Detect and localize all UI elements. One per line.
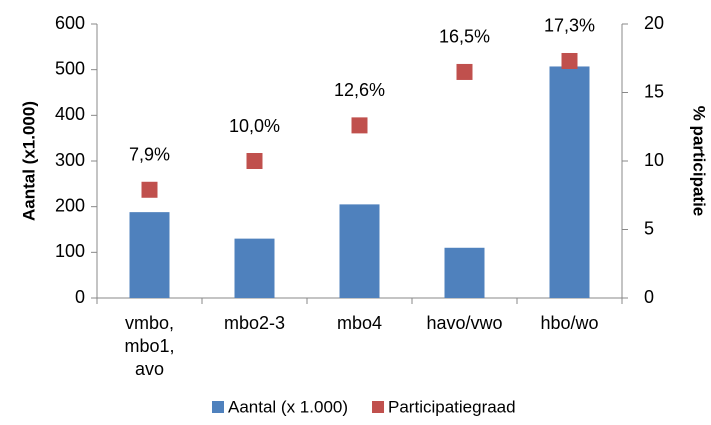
y2-tick-label: 5 <box>644 218 654 238</box>
legend-label: Participatiegraad <box>388 397 516 416</box>
data-label: 16,5% <box>439 27 490 47</box>
marker <box>351 117 368 134</box>
bar <box>234 238 275 298</box>
bar <box>549 66 590 298</box>
x-tick-label: hbo/wo <box>540 313 599 333</box>
marker <box>141 181 158 198</box>
y2-tick-label: 20 <box>644 13 664 33</box>
y-tick-label: 600 <box>55 13 85 33</box>
y2-tick-label: 0 <box>644 287 654 307</box>
y-tick-label: 100 <box>55 241 85 261</box>
y2-axis-label: % participatie <box>690 106 709 217</box>
y-axis-label: Aantal (x1.000) <box>19 101 38 221</box>
legend-swatch <box>212 401 224 413</box>
legend-label: Aantal (x 1.000) <box>228 397 348 416</box>
bar <box>444 247 485 298</box>
y-tick-label: 400 <box>55 104 85 124</box>
y-tick-label: 0 <box>75 287 85 307</box>
marker <box>561 52 578 69</box>
y-tick-label: 500 <box>55 58 85 78</box>
x-tick-label: havo/vwo <box>426 313 503 333</box>
x-tick-label: vmbo, mbo1, avo <box>124 313 175 379</box>
marker <box>456 63 473 80</box>
legend-swatch <box>372 401 385 413</box>
x-tick-label: mbo2-3 <box>223 313 286 333</box>
bar <box>129 212 170 298</box>
data-label: 7,9% <box>129 145 170 165</box>
bar <box>339 204 380 298</box>
data-label: 10,0% <box>229 116 280 136</box>
y-tick-label: 200 <box>55 195 85 215</box>
y2-tick-label: 15 <box>644 81 664 101</box>
x-tick-label: mbo4 <box>336 313 383 333</box>
marker <box>246 153 263 169</box>
data-label: 12,6% <box>334 80 385 100</box>
y2-tick-label: 10 <box>644 150 664 170</box>
y-tick-label: 300 <box>55 150 85 170</box>
data-label: 17,3% <box>544 16 595 36</box>
